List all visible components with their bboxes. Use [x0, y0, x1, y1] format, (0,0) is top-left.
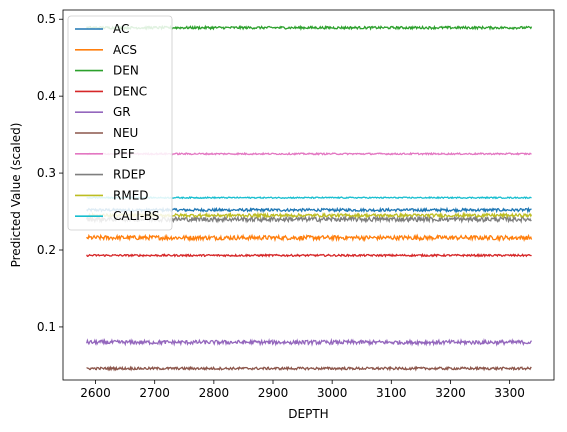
- legend-entry: NEU: [113, 126, 138, 140]
- series-line-gr: [86, 337, 533, 347]
- legend-entry: AC: [113, 22, 129, 36]
- x-tick-label: 3000: [317, 386, 348, 400]
- series-line-denc: [86, 252, 532, 258]
- y-axis-label: Predicted Value (scaled): [9, 123, 23, 268]
- x-tick-label: 3300: [494, 386, 525, 400]
- x-tick-label: 2700: [139, 386, 170, 400]
- y-tick-label: 0.1: [37, 320, 56, 334]
- legend-entry: RMED: [113, 188, 149, 202]
- x-tick-label: 2900: [258, 386, 289, 400]
- series-line-neu: [86, 365, 532, 372]
- y-tick-label: 0.5: [37, 12, 56, 26]
- legend-entry: DEN: [113, 64, 139, 78]
- x-tick-label: 2600: [80, 386, 111, 400]
- x-axis-label: DEPTH: [288, 407, 328, 421]
- legend-entry: RDEP: [113, 168, 145, 182]
- y-tick-label: 0.4: [37, 89, 56, 103]
- plot-frame: [62, 9, 555, 381]
- x-tick-label: 3100: [376, 386, 407, 400]
- series-line-acs: [86, 233, 533, 243]
- legend-box: [67, 15, 173, 231]
- y-axis: 0.1 0.2 0.3 0.4 0.5: [37, 12, 63, 334]
- x-axis: 2600 2700 2800 2900 3000 3100 3200 3300: [80, 380, 525, 400]
- legend: AC ACS DEN DENC GR NEU PEF RDEP RMED CALI-BS: [67, 15, 173, 231]
- y-tick-label: 0.3: [37, 166, 56, 180]
- legend-entry: GR: [113, 105, 131, 119]
- legend-entry: ACS: [113, 43, 137, 57]
- legend-entry: DENC: [113, 84, 147, 98]
- legend-entry: PEF: [113, 147, 135, 161]
- x-tick-label: 2800: [199, 386, 230, 400]
- y-tick-label: 0.2: [37, 243, 56, 257]
- legend-entry: CALI-BS: [113, 209, 159, 223]
- x-tick-label: 3200: [435, 386, 466, 400]
